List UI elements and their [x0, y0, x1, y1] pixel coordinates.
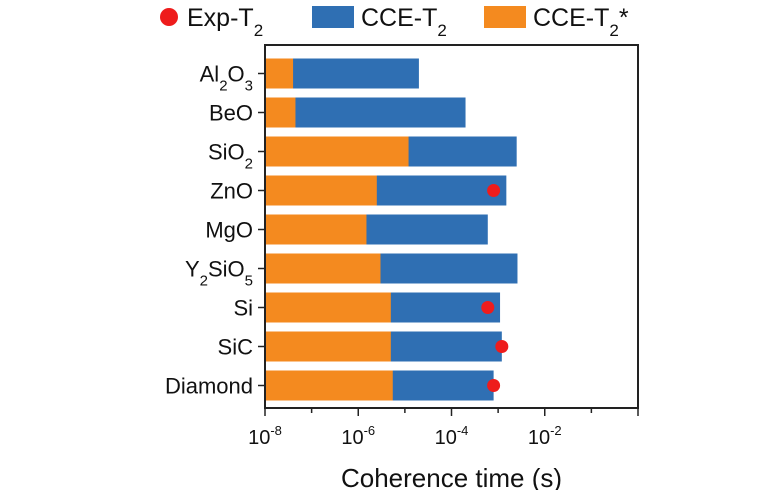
bar-cce-t2-star-7 [266, 331, 391, 362]
label-text: * [619, 4, 629, 32]
category-label: Diamond [165, 374, 253, 399]
x-axis-label: Coherence time (s) [341, 463, 562, 490]
tick-base: 10 [528, 427, 550, 449]
label-text: Y [185, 257, 200, 282]
bar-cce-t2-star-2 [266, 136, 409, 167]
label-text: CCE-T [533, 4, 609, 32]
legend-label: CCE-T2* [533, 4, 629, 40]
bar-cce-t2-star-0 [266, 58, 294, 89]
legend-marker-exp-t2 [160, 8, 178, 26]
label-text: ZnO [210, 179, 253, 204]
category-label: BeO [209, 101, 253, 126]
category-label: ZnO [210, 179, 253, 204]
subscript-text: 2 [245, 155, 253, 172]
tick-base: 10 [248, 427, 270, 449]
legend-label: Exp-T2 [187, 4, 263, 40]
tick-exponent: -2 [550, 423, 562, 438]
x-tick-label: 10-4 [435, 423, 469, 449]
tick-exponent: -4 [457, 423, 469, 438]
category-label: Al2O3 [200, 62, 253, 95]
tick-exponent: -8 [270, 423, 282, 438]
x-tick-label: 10-6 [341, 423, 375, 449]
x-axis: 10-8 10-6 10-4 10-2 [248, 408, 639, 449]
label-text: SiC [218, 335, 254, 360]
subscript-text: 2 [437, 21, 446, 40]
bar-cce-t2-star-1 [266, 97, 296, 128]
points-layer [481, 184, 509, 392]
label-text: Si [233, 296, 253, 321]
subscript-text: 2 [609, 21, 618, 40]
label-text: Diamond [165, 374, 253, 399]
category-label: MgO [205, 218, 253, 243]
bar-cce-t2-star-4 [266, 214, 367, 245]
tick-base: 10 [435, 427, 457, 449]
label-text: Al [200, 62, 220, 87]
point-exp-t2-3 [487, 184, 501, 197]
x-tick-label: 10-8 [248, 423, 282, 449]
x-tick-label: 10-2 [528, 423, 562, 449]
bar-cce-t2-star-3 [266, 175, 377, 206]
label-text: O [228, 62, 245, 87]
label-text: SiO [208, 140, 245, 165]
label-text: Exp-T [187, 4, 254, 32]
category-label: SiC [218, 335, 254, 360]
label-text: CCE-T [361, 4, 437, 32]
bar-cce-t2-star-6 [266, 292, 391, 323]
category-label: Y2SiO5 [185, 257, 253, 290]
legend-swatch-cce-t2 [312, 6, 354, 28]
label-text: BeO [209, 101, 253, 126]
legend: Exp-T2 CCE-T2 CCE-T2* [160, 4, 629, 40]
legend-label: CCE-T2 [361, 4, 447, 40]
point-exp-t2-6 [481, 301, 495, 314]
bar-cce-t2-star-5 [266, 253, 381, 284]
label-text: MgO [205, 218, 253, 243]
category-label: SiO2 [208, 140, 253, 173]
legend-swatch-cce-t2-star [484, 6, 526, 28]
subscript-text: 5 [245, 272, 253, 289]
bar-cce-t2-star-8 [266, 370, 393, 401]
bar-cce-t2-1 [266, 97, 466, 128]
tick-base: 10 [341, 427, 363, 449]
subscript-text: 2 [200, 272, 208, 289]
subscript-text: 3 [245, 77, 253, 94]
label-text: SiO [208, 257, 245, 282]
point-exp-t2-8 [487, 379, 501, 392]
point-exp-t2-7 [495, 340, 509, 353]
bars-layer [266, 58, 518, 401]
subscript-text: 2 [219, 77, 227, 94]
subscript-text: 2 [254, 21, 263, 40]
tick-exponent: -6 [364, 423, 376, 438]
category-label: Si [233, 296, 253, 321]
